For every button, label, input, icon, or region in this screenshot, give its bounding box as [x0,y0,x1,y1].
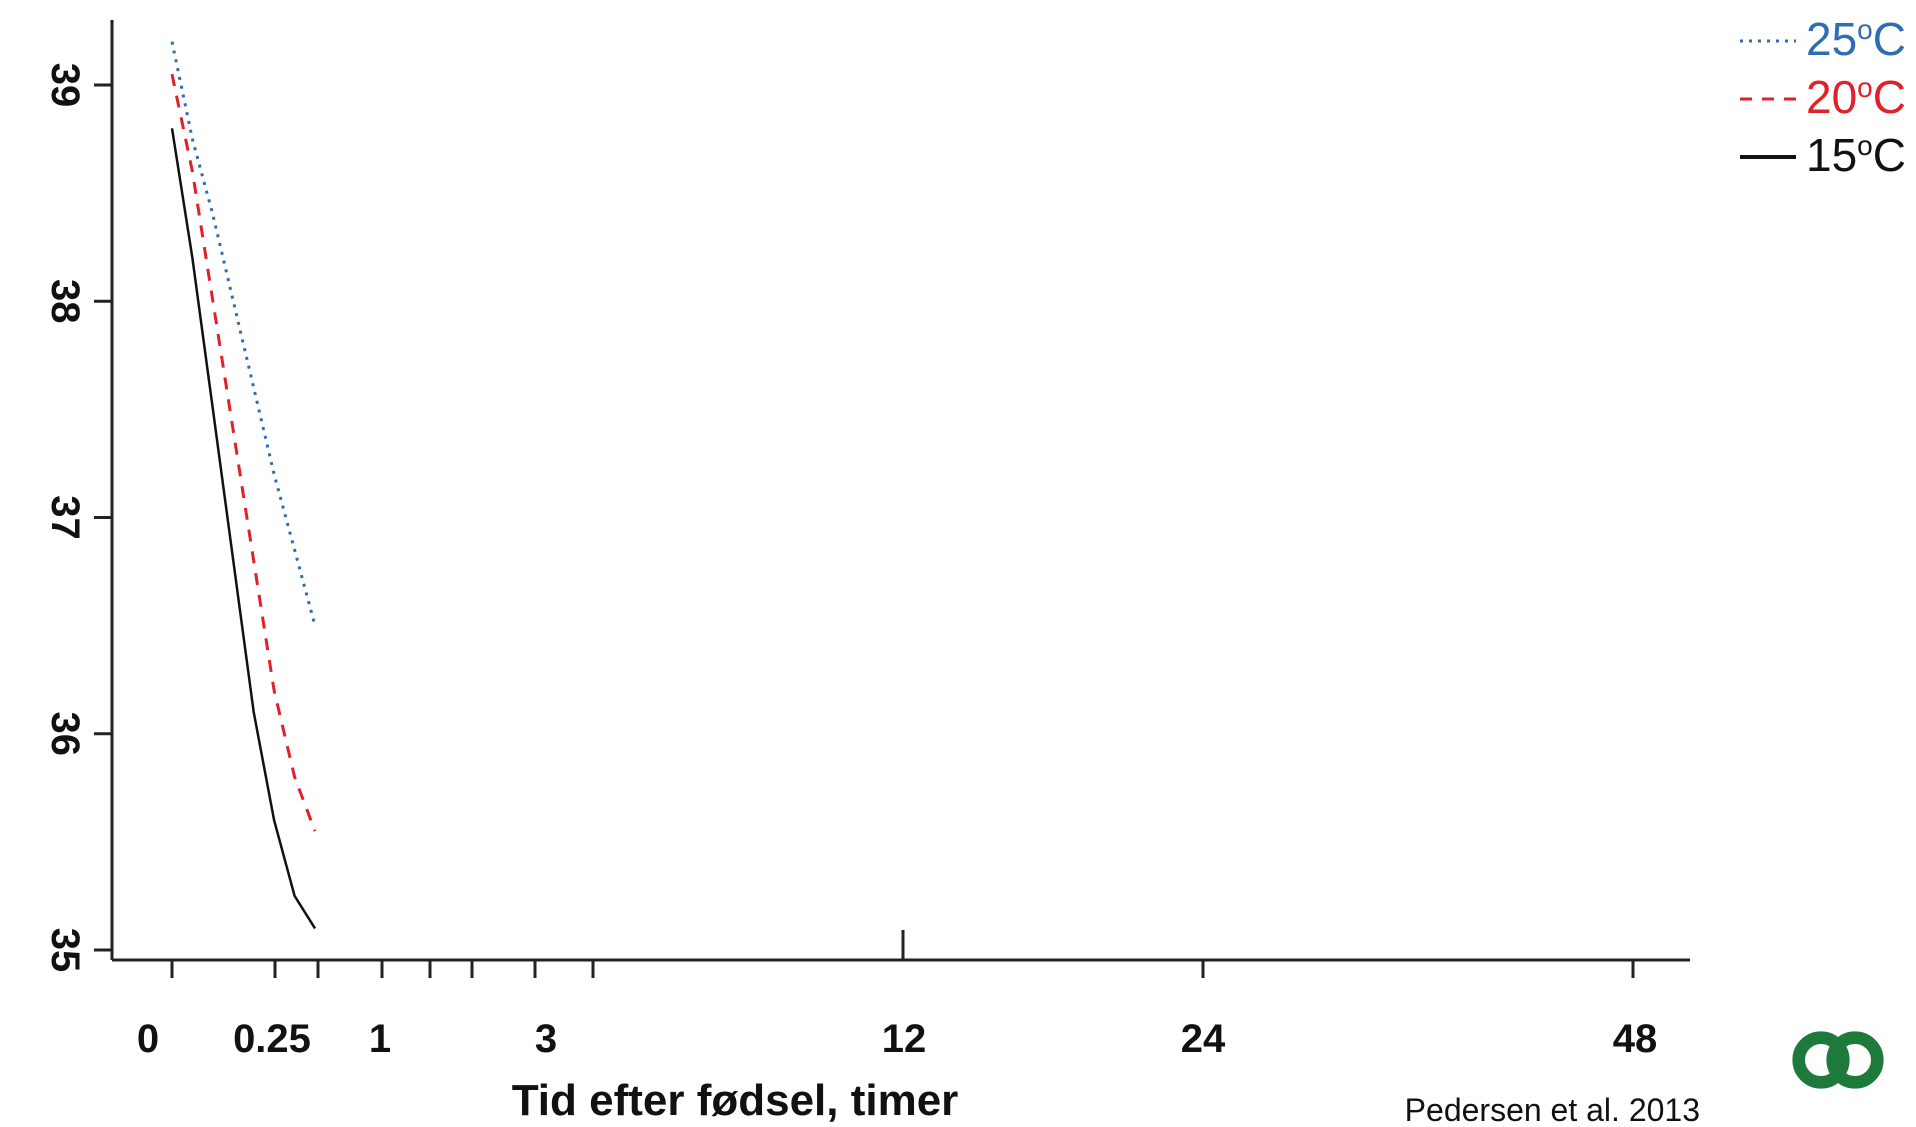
x-tick-label: 3 [535,1017,557,1061]
x-tick-label: 0 [137,1017,159,1061]
series-line-25 [170,41,317,626]
x-tick-label: 0.25 [233,1017,311,1061]
series-line-15 [170,128,317,930]
x-tick-label: 12 [882,1017,927,1061]
legend: 25oC 20oC 15oC [1740,13,1906,181]
legend-label: 20oC [1806,71,1906,123]
x-tick-label: 1 [369,1017,391,1061]
legend-label: 25oC [1806,13,1906,65]
x-ticks: 0 0.25 1 3 12 24 48 [137,930,1657,1061]
x-tick-label: 24 [1181,1017,1226,1061]
x-axis-title: Tid efter fødsel, timer [512,1076,959,1125]
legend-label: 15oC [1806,129,1906,181]
y-tick-label: 37 [43,495,87,540]
y-tick-label: 35 [43,928,87,973]
x-tick-label: 48 [1613,1017,1658,1061]
series-line-20 [170,73,317,832]
y-tick-label: 36 [43,712,87,757]
y-tick-label: 39 [43,63,87,108]
plot-area: 35 36 37 38 39 0 0.25 1 3 12 24 48 [43,20,1690,1061]
landbrug-foedevarer-logo [1792,1031,1884,1089]
citation: Pedersen et al. 2013 [1405,1092,1700,1127]
y-ticks: 35 36 37 38 39 [43,63,112,973]
y-tick-label: 38 [43,279,87,324]
series-lines [170,41,317,930]
